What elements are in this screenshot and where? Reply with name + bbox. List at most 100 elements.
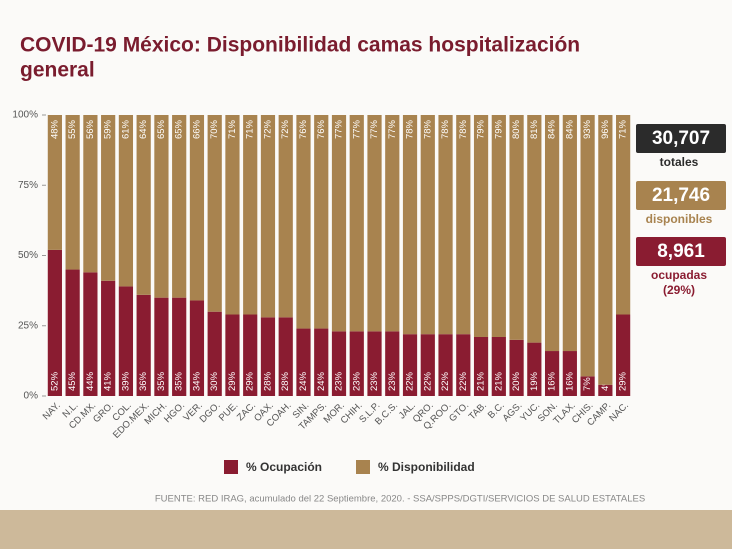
summary-value: 30,707 [652, 128, 710, 149]
legend-label: % Disponibilidad [378, 460, 475, 474]
bar-segment [314, 115, 329, 329]
value-label: 48% [49, 119, 60, 139]
value-label: 84% [547, 119, 558, 139]
value-label: 34% [191, 371, 202, 391]
bar-segment [562, 351, 577, 396]
value-label: 61% [120, 119, 131, 139]
bar-segment [527, 342, 542, 396]
value-label: 65% [156, 119, 167, 139]
value-label: 56% [85, 119, 96, 139]
value-label: 20% [511, 371, 522, 391]
summary-box [636, 237, 726, 266]
value-label: 72% [262, 119, 273, 139]
summary-value: 21,746 [652, 185, 710, 206]
legend-label: % Ocupación [246, 460, 322, 474]
chart-title: COVID-19 México: Disponibilidad camas ho… [20, 34, 580, 57]
value-label: 78% [440, 119, 451, 139]
bar-segment [456, 115, 471, 335]
bar-segment [278, 317, 293, 396]
value-label: 76% [298, 119, 309, 139]
bar-segment [154, 297, 169, 396]
value-label: 23% [334, 371, 345, 391]
value-label: 71% [618, 119, 629, 139]
bar-segment [598, 384, 613, 396]
value-label: 22% [405, 371, 416, 391]
bar-segment [438, 115, 453, 335]
footer-band [0, 510, 732, 549]
value-label: 29% [245, 371, 256, 391]
bar-segment [580, 115, 595, 377]
bar-segment [278, 115, 293, 318]
summary-box [636, 181, 726, 210]
bar-segment [438, 334, 453, 396]
value-label: 28% [262, 371, 273, 391]
value-label: 44% [85, 371, 96, 391]
value-label: 16% [564, 371, 575, 391]
bar-segment [527, 115, 542, 343]
value-label: 78% [422, 119, 433, 139]
value-label: 78% [405, 119, 416, 139]
value-label: 19% [529, 371, 540, 391]
value-label: 45% [67, 371, 78, 391]
bar-segment [65, 269, 80, 396]
y-tick-label: 50% [18, 250, 38, 261]
bar-segment [172, 115, 187, 298]
bar-segment [207, 311, 222, 396]
bar-segment [154, 115, 169, 298]
bar-segment [136, 115, 151, 295]
bar-segment [509, 115, 524, 340]
value-label: 77% [334, 119, 345, 139]
bar-segment [136, 294, 151, 396]
y-tick-label: 75% [18, 180, 38, 191]
value-label: 35% [156, 371, 167, 391]
value-label: 35% [174, 371, 185, 391]
bar-segment [349, 331, 364, 396]
bar-segment [118, 115, 134, 287]
y-tick-label: 25% [18, 320, 38, 331]
value-label: 22% [440, 371, 451, 391]
bar-segment [473, 336, 489, 396]
value-label: 7% [582, 377, 593, 391]
value-label: 24% [298, 371, 309, 391]
value-label: 81% [529, 119, 540, 139]
bar-segment [491, 115, 506, 337]
source: FUENTE: RED IRAG, acumulado del 22 Septi… [155, 494, 645, 505]
value-label: 30% [209, 371, 220, 391]
value-label: 80% [511, 119, 522, 139]
bar-segment [225, 314, 240, 396]
bar-segment [349, 115, 364, 332]
summary-value: 8,961 [657, 241, 705, 262]
bar-segment [101, 280, 116, 396]
value-label: 36% [138, 371, 149, 391]
bar-segment [243, 314, 258, 396]
bar-segment [189, 300, 205, 396]
value-label: 22% [422, 371, 433, 391]
value-label: 16% [547, 371, 558, 391]
bar-segment [580, 376, 595, 396]
value-label: 70% [209, 119, 220, 139]
bar-segment [260, 317, 276, 396]
bar-segment [47, 249, 62, 396]
bar-segment [616, 314, 631, 396]
bar-segment [544, 351, 560, 396]
bar-segment [598, 115, 613, 385]
summary-label: (29%) [663, 283, 695, 297]
bar-segment [456, 334, 471, 396]
bar-segment [243, 115, 258, 315]
bar-segment [225, 115, 240, 315]
legend-swatch [356, 460, 370, 474]
value-label: 28% [280, 371, 291, 391]
value-label: 29% [618, 371, 629, 391]
value-label: 64% [138, 119, 149, 139]
bar-segment [296, 115, 311, 329]
value-label: 96% [600, 119, 611, 139]
bar-segment [207, 115, 222, 312]
bar-segment [473, 115, 489, 337]
bar-segment [101, 115, 116, 281]
value-label: 79% [493, 119, 504, 139]
value-label: 22% [458, 371, 469, 391]
bar-segment [331, 115, 347, 332]
bar-segment [562, 115, 577, 352]
